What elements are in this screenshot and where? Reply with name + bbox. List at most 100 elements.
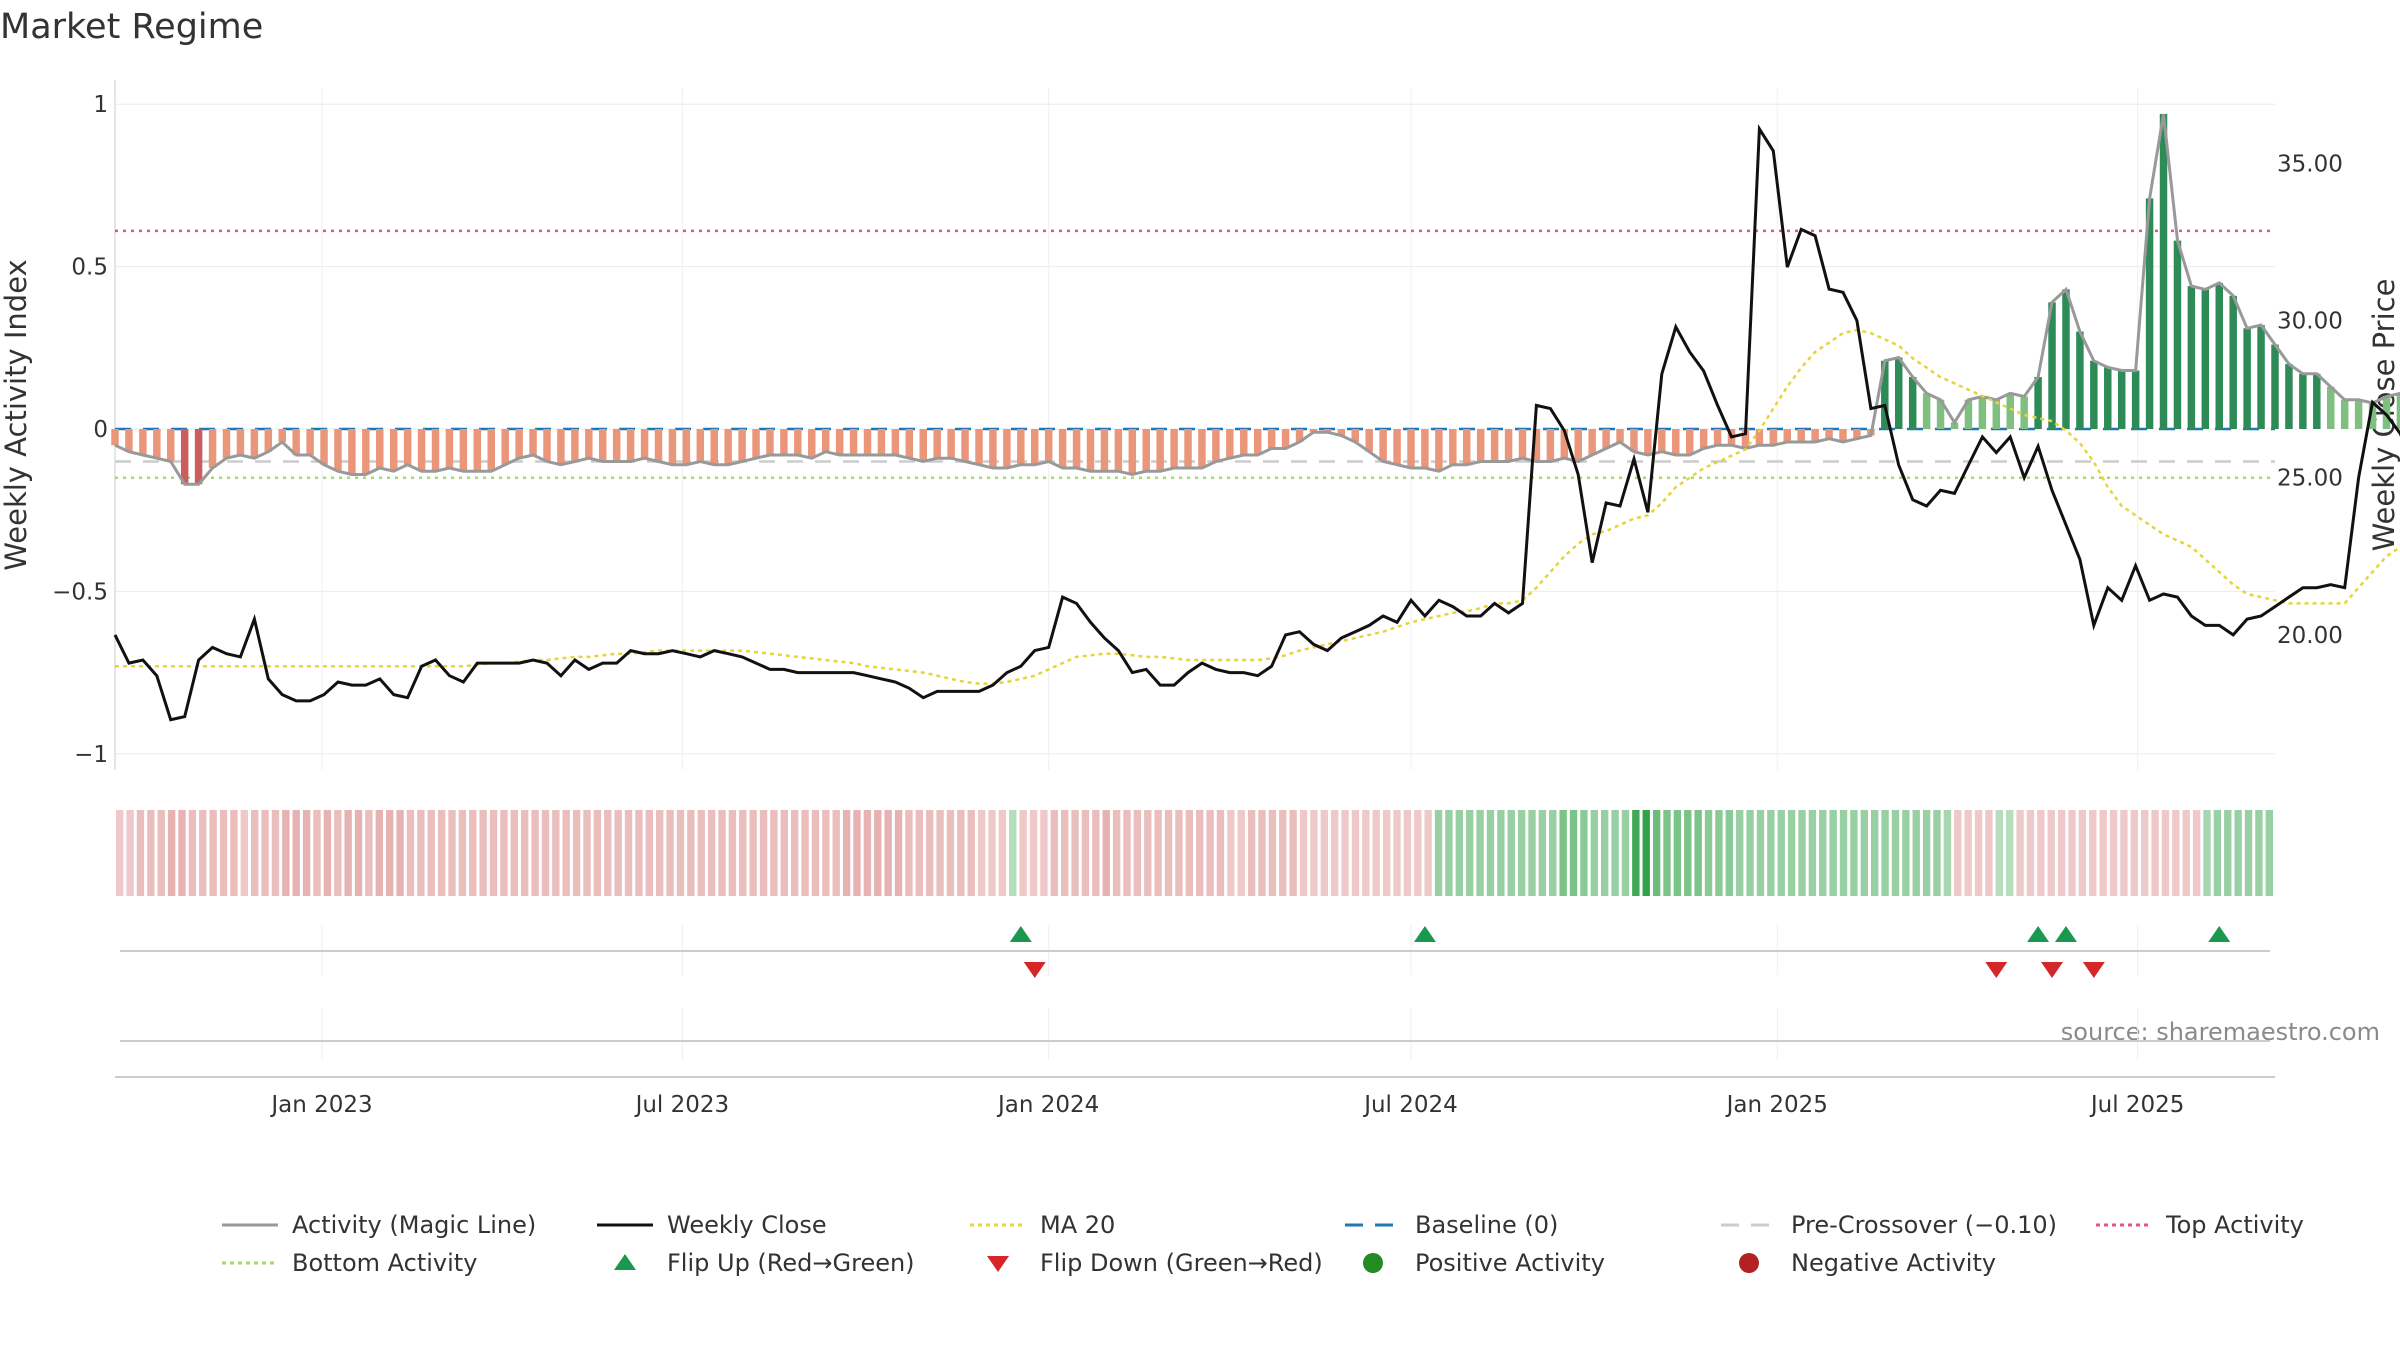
regime-cell [1725,810,1733,896]
regime-cell [1247,810,1256,896]
regime-cell [1310,810,1318,896]
regime-cell [2068,810,2076,896]
activity-bar [362,429,370,475]
regime-cell [209,810,217,896]
activity-bar [1504,429,1513,462]
activity-bar [1198,429,1206,468]
activity-bar [2396,393,2400,429]
regime-cell [1019,810,1027,896]
activity-bar [376,429,384,468]
regime-strip [116,810,2273,896]
activity-bar [1295,429,1304,442]
regime-cell [915,810,923,896]
regime-cell [988,810,996,896]
regime-cell [1663,810,1671,896]
activity-bar [2006,393,2014,429]
regime-cell [2203,810,2211,896]
regime-cell [2037,810,2045,896]
activity-bar [278,429,286,442]
flip-down-marker [2041,962,2064,978]
regime-cell [1974,810,1983,896]
regime-cell [188,810,197,896]
regime-cell [718,810,726,896]
legend: Activity (Magic Line) Weekly Close MA 20 Ba… [222,1211,2304,1277]
regime-cell [1787,810,1796,896]
regime-cell [811,810,820,896]
regime-cell [1216,810,1225,896]
regime-cell [1808,810,1817,896]
regime-cell [2006,810,2014,896]
regime-cell [614,810,622,896]
activity-bar [1741,429,1750,449]
regime-cell [1009,810,1017,896]
activity-bar [431,429,440,472]
legend-swatch [614,1254,636,1270]
activity-bar [1128,429,1137,475]
regime-cell [1237,810,1245,896]
regime-cell [1258,810,1266,896]
activity-bar [1978,396,1987,429]
regime-cell [500,810,508,896]
regime-cell [1580,810,1588,896]
activity-bar [194,429,203,485]
activity-bar [794,429,802,455]
regime-cell [1694,810,1702,896]
regime-cell [1382,810,1391,896]
legend-label: Weekly Close [667,1211,827,1239]
regime-cell [853,810,861,896]
regime-cell [1279,810,1287,896]
regime-cell [1320,810,1328,896]
x-tick-label: Jul 2024 [1362,1092,1458,1118]
regime-cell [323,810,332,896]
left-tick-label: 1 [93,92,108,118]
left-tick-label: −1 [74,742,108,768]
activity-bar [1685,429,1694,455]
activity-bar [612,429,621,462]
regime-cell [1331,810,1339,896]
activity-bar [1449,429,1457,465]
flip-markers [115,926,2275,1078]
regime-cell [2265,810,2273,896]
activity-bar [1031,429,1039,465]
x-tick-label: Jan 2023 [269,1092,372,1118]
activity-bar [1114,429,1123,472]
legend-swatch [987,1256,1009,1272]
legend-label: Pre-Crossover (−0.10) [1791,1211,2057,1239]
activity-bar [821,429,830,452]
activity-bar [2090,360,2098,429]
regime-cell [728,810,737,896]
activity-bar [2104,367,2112,429]
regime-cell [2172,810,2180,896]
activity-bar [961,429,969,462]
right-tick-label: 35.00 [2277,151,2343,177]
series-lines [113,113,2400,722]
activity-bar [1825,429,1833,439]
flip-up-marker [1413,926,1436,942]
regime-cell [1642,810,1650,896]
activity-bar [403,429,412,465]
activity-bar [1058,429,1067,468]
regime-cell [770,810,778,896]
regime-cell [1715,810,1723,896]
regime-cell [1881,810,1889,896]
regime-cell [157,810,165,896]
activity-bar [334,429,342,472]
activity-bar [125,429,133,452]
regime-cell [739,810,747,896]
activity-bar [1588,429,1596,455]
activity-bar [696,429,705,462]
regime-cell [2016,810,2024,896]
activity-bar [1240,429,1248,455]
regime-cell [1050,810,1058,896]
activity-bar [2020,396,2028,429]
activity-bar [1936,399,1945,429]
regime-cell [697,810,705,896]
regime-cell [2057,810,2066,896]
activity-bar [1253,429,1262,455]
regime-cell [1891,810,1900,896]
regime-cell [240,810,248,896]
regime-cell [687,810,695,896]
activity-bar [389,429,398,472]
regime-cell [1704,810,1713,896]
regime-cell [1154,810,1162,896]
